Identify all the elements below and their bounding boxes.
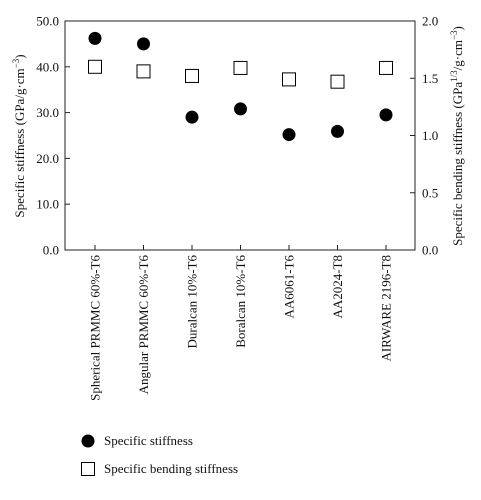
legend-label-specific-stiffness: Specific stiffness	[104, 433, 193, 448]
y2-axis-label: Specific bending stiffness (GPa1/3/g·cm−…	[449, 26, 465, 246]
bending-stiffness-point	[185, 68, 199, 83]
x-category-label: Boralcan 10%-T6	[233, 255, 248, 348]
y-tick-label: 50.0	[36, 14, 59, 29]
legend: Specific stiffness Specific bending stif…	[81, 433, 238, 476]
specific-stiffness-point	[137, 37, 150, 51]
specific-stiffness-point	[282, 128, 296, 142]
y-tick-label: 10.0	[36, 197, 59, 212]
x-category-label: AA2024-T8	[330, 255, 345, 319]
y-tick-label: 20.0	[36, 151, 59, 166]
bending-stiffness-point	[88, 59, 102, 74]
legend-label-specific-bending-stiffness: Specific bending stiffness	[104, 461, 238, 476]
y2-tick-label: 2.0	[422, 14, 438, 29]
y-tick-label: 0.0	[43, 243, 59, 258]
left-axis: 0.0 10.0 20.0 30.0 40.0 50.0	[36, 14, 70, 258]
legend-marker-specific-bending-stiffness	[81, 462, 95, 476]
x-category-label: Angular PRMMC 60%-T6	[136, 255, 151, 395]
right-axis: 0.0 0.5 1.0 1.5 2.0	[410, 14, 438, 258]
x-axis: Spherical PRMMC 60%-T6 Angular PRMMC 60%-…	[88, 245, 394, 401]
bending-stiffness-point	[282, 72, 296, 87]
bending-stiffness-point	[330, 74, 345, 89]
x-category-label: Spherical PRMMC 60%-T6	[88, 255, 103, 401]
data-marks	[88, 31, 393, 142]
specific-stiffness-point	[185, 110, 199, 124]
plot-frame	[64, 20, 416, 251]
x-category-label: AA6061-T6	[282, 255, 297, 319]
specific-stiffness-point	[331, 124, 344, 138]
y2-tick-label: 0.5	[422, 185, 438, 200]
y-tick-label: 30.0	[36, 105, 59, 120]
y-tick-label: 40.0	[36, 59, 59, 74]
legend-marker-specific-stiffness	[81, 434, 95, 448]
specific-stiffness-point	[234, 102, 247, 116]
bending-stiffness-point	[136, 64, 151, 79]
y2-tick-label: 0.0	[422, 243, 438, 258]
y2-tick-label: 1.0	[422, 128, 438, 143]
specific-stiffness-point	[88, 31, 102, 45]
bending-stiffness-point	[379, 60, 393, 75]
bending-stiffness-point	[233, 60, 248, 75]
y2-tick-label: 1.5	[422, 71, 438, 86]
x-category-label: AIRWARE 2196-T8	[379, 255, 394, 362]
specific-stiffness-point	[379, 108, 393, 122]
x-category-label: Duralcan 10%-T6	[185, 255, 200, 349]
y-axis-label: Specific stiffness (GPa/g·cm−3)	[11, 54, 27, 217]
